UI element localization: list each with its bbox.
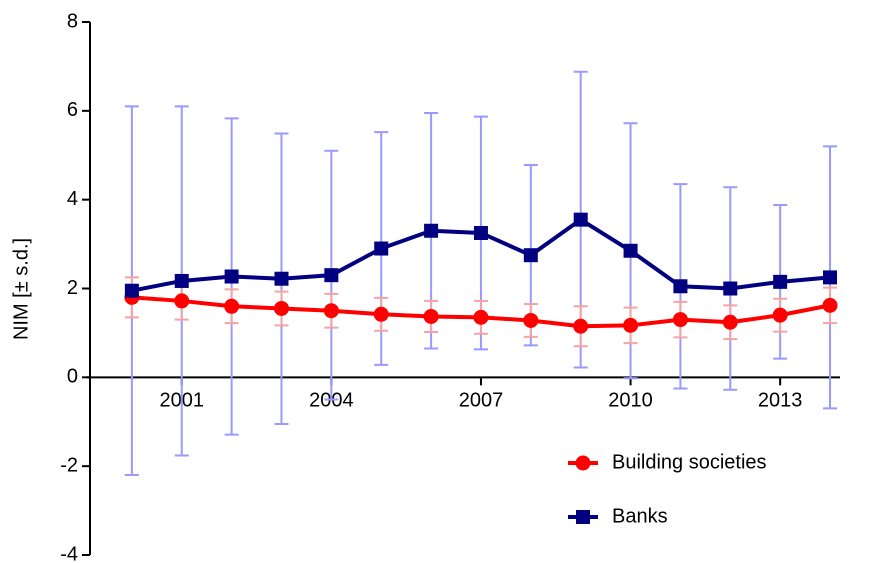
y-tick-label: 6 xyxy=(67,99,78,121)
marker xyxy=(224,298,240,314)
marker xyxy=(772,307,788,323)
y-tick-label: 0 xyxy=(67,366,78,388)
marker xyxy=(623,243,638,258)
marker xyxy=(323,303,339,319)
marker xyxy=(673,279,688,294)
legend-marker xyxy=(575,455,591,471)
legend-marker xyxy=(576,510,590,524)
y-tick-label: 8 xyxy=(67,10,78,32)
legend-label: Building societies xyxy=(612,451,767,473)
marker xyxy=(822,297,838,313)
x-tick-label: 2004 xyxy=(309,390,354,412)
y-tick-label: -4 xyxy=(60,543,78,563)
marker xyxy=(722,314,738,330)
marker xyxy=(823,270,838,285)
marker xyxy=(174,273,189,288)
marker xyxy=(573,318,589,334)
marker xyxy=(523,312,539,328)
marker xyxy=(273,300,289,316)
x-tick-label: 2010 xyxy=(608,390,653,412)
y-axis-label: NIM [± s.d.] xyxy=(10,238,32,340)
x-tick-label: 2007 xyxy=(459,390,504,412)
marker xyxy=(623,317,639,333)
marker xyxy=(124,283,139,298)
y-tick-label: 2 xyxy=(67,277,78,299)
marker xyxy=(374,241,389,256)
marker xyxy=(373,306,389,322)
marker xyxy=(773,274,788,289)
legend-label: Banks xyxy=(612,505,668,527)
marker xyxy=(573,212,588,227)
marker xyxy=(274,271,289,286)
marker xyxy=(424,223,439,238)
marker xyxy=(672,312,688,328)
marker xyxy=(324,268,339,283)
x-tick-label: 2013 xyxy=(758,390,803,412)
marker xyxy=(174,293,190,309)
marker xyxy=(723,281,738,296)
y-tick-label: -2 xyxy=(60,454,78,476)
marker xyxy=(423,308,439,324)
marker xyxy=(523,248,538,263)
marker xyxy=(224,269,239,284)
marker xyxy=(473,309,489,325)
y-tick-label: 4 xyxy=(67,188,78,210)
marker xyxy=(473,225,488,240)
